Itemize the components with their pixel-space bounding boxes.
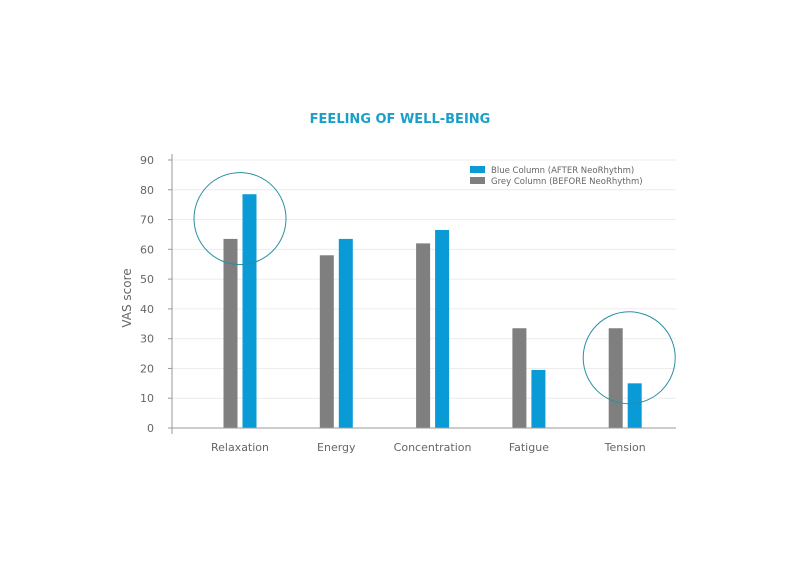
legend-swatch bbox=[470, 177, 485, 184]
y-axis-label: VAS score bbox=[120, 268, 134, 327]
y-tick-label: 60 bbox=[140, 243, 154, 256]
x-tick-label: Concentration bbox=[394, 441, 472, 454]
bar-before-concentration bbox=[416, 243, 431, 428]
y-tick-label: 0 bbox=[147, 422, 154, 435]
bar-before-relaxation bbox=[223, 238, 238, 428]
y-tick-label: 90 bbox=[140, 154, 154, 167]
bar-after-concentration bbox=[435, 229, 450, 428]
bar-after-tension bbox=[627, 383, 642, 428]
legend-label: Blue Column (AFTER NeoRhythm) bbox=[491, 166, 634, 176]
bar-before-tension bbox=[608, 328, 623, 428]
chart-title: FEELING OF WELL-BEING bbox=[310, 112, 491, 127]
bar-after-fatigue bbox=[531, 369, 546, 428]
y-tick-label: 10 bbox=[140, 392, 154, 405]
x-tick-label: Fatigue bbox=[509, 441, 549, 454]
bar-before-energy bbox=[319, 255, 334, 428]
legend-swatch bbox=[470, 166, 485, 173]
y-tick-label: 80 bbox=[140, 184, 154, 197]
y-tick-label: 20 bbox=[140, 362, 154, 375]
bar-before-fatigue bbox=[512, 328, 527, 428]
y-tick-label: 50 bbox=[140, 273, 154, 286]
highlight-circle bbox=[582, 311, 676, 405]
highlight-circle bbox=[193, 172, 287, 266]
x-tick-label: Relaxation bbox=[211, 441, 269, 454]
legend-label: Grey Column (BEFORE NeoRhythm) bbox=[491, 177, 643, 187]
bar-after-energy bbox=[338, 238, 353, 428]
bar-after-relaxation bbox=[242, 194, 257, 428]
y-tick-label: 70 bbox=[140, 214, 154, 227]
y-tick-label: 30 bbox=[140, 333, 154, 346]
x-tick-label: Energy bbox=[317, 441, 356, 454]
x-tick-label: Tension bbox=[604, 441, 646, 454]
y-tick-label: 40 bbox=[140, 303, 154, 316]
